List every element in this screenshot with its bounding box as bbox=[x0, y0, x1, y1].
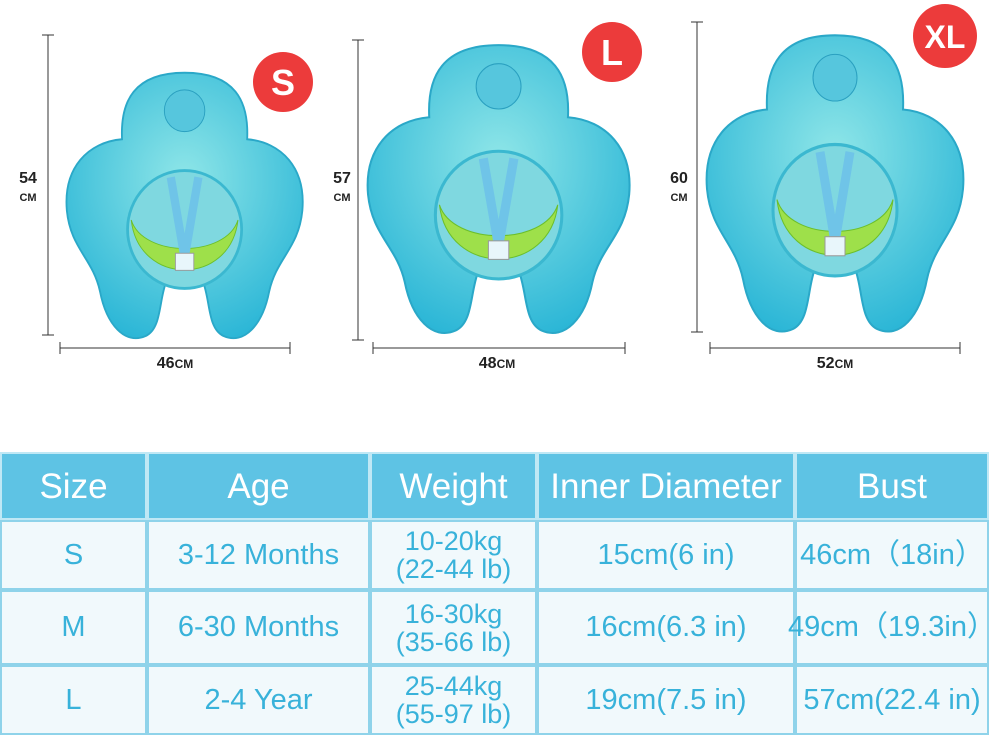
header-cell: Weight bbox=[370, 452, 537, 520]
table-cell: 46cm（18in） bbox=[795, 520, 989, 590]
cell-text: 6-30 Months bbox=[177, 611, 340, 643]
table-cell: S bbox=[0, 520, 147, 590]
header-cell: Inner Diameter bbox=[537, 452, 795, 520]
float-image bbox=[368, 45, 630, 333]
table-cell: 3-12 Months bbox=[147, 520, 370, 590]
table-cell: 25-44kg (55-97 lb) bbox=[370, 665, 537, 735]
table-cell: 16-30kg (35-66 lb) bbox=[370, 590, 537, 665]
cell-text: 19cm(7.5 in) bbox=[585, 683, 747, 716]
height-unit: CM bbox=[19, 192, 36, 204]
table-cell: M bbox=[0, 590, 147, 665]
cell-text: 3-12 Months bbox=[177, 538, 340, 571]
cell-text: 57cm(22.4 in) bbox=[803, 683, 981, 716]
height-value: 57 bbox=[333, 170, 351, 187]
cell-text: 46cm（18in） bbox=[800, 538, 984, 571]
cell-text: Size bbox=[39, 466, 108, 506]
badge-text: L bbox=[601, 32, 623, 73]
size-table: Size Age Weight Inner Diameter Bust S 3-12 Mon… bbox=[0, 452, 989, 735]
cell-text: Bust bbox=[856, 466, 928, 506]
cell-text: M bbox=[61, 611, 86, 643]
table-cell: 49cm（19.3in） bbox=[788, 590, 989, 665]
size-badge bbox=[253, 52, 313, 112]
cell-text: 16cm(6.3 in) bbox=[585, 611, 747, 643]
header-cell: Size bbox=[0, 452, 147, 520]
cell-text: 16-30kg bbox=[404, 598, 503, 629]
width-value: 52 bbox=[817, 355, 835, 372]
width-unit: CM bbox=[835, 357, 854, 371]
width-unit: CM bbox=[175, 357, 194, 371]
width-label: 46CM bbox=[157, 355, 193, 372]
float-image bbox=[66, 73, 302, 338]
table-cell: 15cm(6 in) bbox=[537, 520, 795, 590]
size-badge bbox=[913, 4, 977, 68]
cell-text: L bbox=[65, 683, 82, 716]
cell-text: S bbox=[63, 538, 84, 571]
table-cell: 2-4 Year bbox=[147, 665, 370, 735]
table-cell: 10-20kg (22-44 lb) bbox=[370, 520, 537, 590]
cell-text: Age bbox=[227, 466, 290, 506]
size-badge bbox=[582, 22, 642, 82]
cell-text: 10-20kg bbox=[404, 526, 503, 556]
product-images: 54 CM 46CM S 57 CM 48CM L 60 CM 52CM XL bbox=[19, 4, 977, 372]
cell-text: 49cm（19.3in） bbox=[788, 611, 989, 643]
height-value: 60 bbox=[670, 170, 688, 187]
height-unit: CM bbox=[670, 192, 687, 204]
height-unit: CM bbox=[333, 192, 350, 204]
cell-text: Weight bbox=[399, 466, 508, 506]
header-cell: Bust bbox=[795, 452, 989, 520]
badge-text: XL bbox=[925, 19, 966, 55]
width-value: 46 bbox=[157, 355, 175, 372]
cell-text: 15cm(6 in) bbox=[597, 538, 735, 571]
height-value: 54 bbox=[19, 170, 37, 187]
cell-text: 25-44kg bbox=[404, 671, 503, 701]
header-cell: Age bbox=[147, 452, 370, 520]
table-cell: 19cm(7.5 in) bbox=[537, 665, 795, 735]
float-image bbox=[707, 35, 964, 331]
width-value: 48 bbox=[479, 355, 497, 372]
width-label: 48CM bbox=[479, 355, 515, 372]
cell-text: (22-44 lb) bbox=[395, 554, 512, 584]
cell-text: (55-97 lb) bbox=[395, 699, 512, 729]
cell-text: Inner Diameter bbox=[550, 466, 782, 506]
table-cell: 16cm(6.3 in) bbox=[537, 590, 795, 665]
width-label: 52CM bbox=[817, 355, 853, 372]
table-cell: 6-30 Months bbox=[147, 590, 370, 665]
badge-text: S bbox=[271, 62, 295, 103]
table-cell: L bbox=[0, 665, 147, 735]
cell-text: 2-4 Year bbox=[204, 683, 313, 716]
cell-text: (35-66 lb) bbox=[395, 626, 512, 657]
width-unit: CM bbox=[497, 357, 516, 371]
table-cell: 57cm(22.4 in) bbox=[795, 665, 989, 735]
